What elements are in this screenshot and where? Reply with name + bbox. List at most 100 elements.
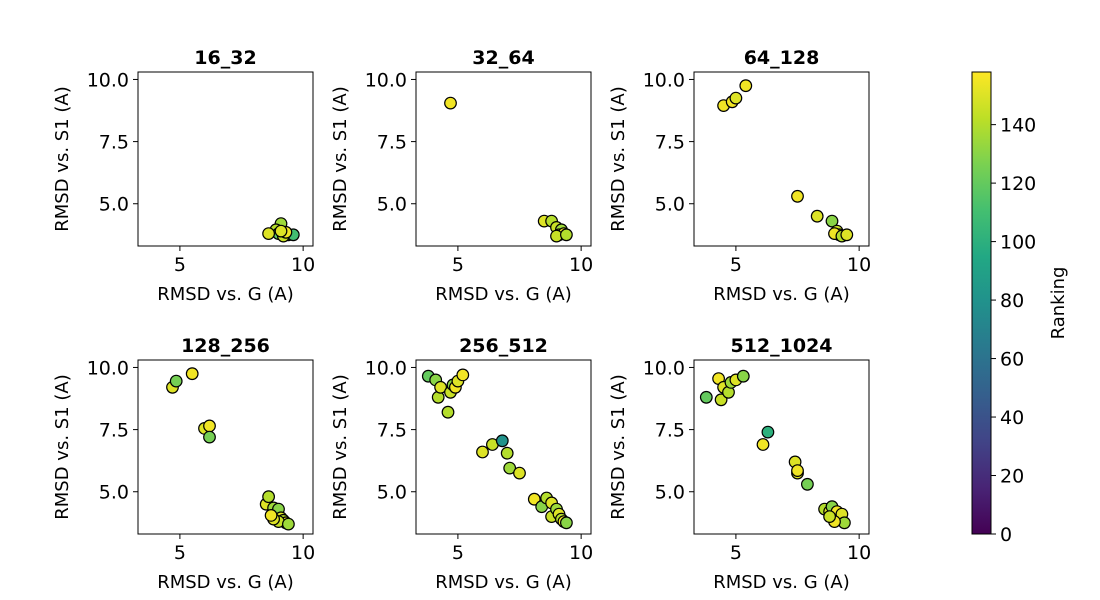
scatter-point — [495, 434, 509, 448]
y-tick-label: 5.0 — [655, 194, 685, 216]
y-tick-label: 10.0 — [643, 357, 685, 379]
y-tick-label: 5.0 — [99, 194, 129, 216]
x-axis-label: RMSD vs. G (A) — [157, 284, 294, 305]
scatter-points — [166, 367, 295, 531]
colorbar-tick-label: 140 — [1000, 115, 1036, 137]
subplot-256_512: 256_512 5 10 5.0 7.5 10.0 RMSD vs. G (A) RMSD v… — [330, 335, 593, 593]
scatter-point — [527, 492, 541, 506]
scatter-point — [840, 228, 854, 242]
scatter-point — [203, 430, 216, 444]
scatter-point — [823, 510, 836, 523]
subplot-title: 16_32 — [194, 47, 256, 69]
scatter-point — [262, 227, 276, 241]
scatter-points — [717, 79, 854, 243]
subplot-title: 512_1024 — [730, 335, 832, 357]
scatter-point — [756, 438, 770, 451]
x-axis-label: RMSD vs. G (A) — [713, 572, 850, 593]
scatter-point — [476, 445, 489, 459]
subplot-title: 32_64 — [472, 47, 534, 69]
x-tick-label: 10 — [847, 542, 871, 564]
y-tick-label: 7.5 — [377, 420, 407, 442]
y-tick-label: 10.0 — [87, 69, 129, 91]
x-axis-label: RMSD vs. G (A) — [435, 572, 572, 593]
x-tick-label: 5 — [452, 542, 464, 564]
colorbar-tick-label: 60 — [1000, 349, 1024, 371]
x-tick-label: 10 — [847, 254, 871, 276]
x-tick-label: 10 — [291, 254, 315, 276]
y-tick-label: 10.0 — [365, 69, 407, 91]
scatter-point — [456, 368, 470, 382]
y-tick-label: 7.5 — [655, 420, 685, 442]
scatter-points — [699, 369, 851, 530]
y-tick-label: 10.0 — [87, 357, 129, 379]
axes-frame — [137, 359, 314, 535]
x-tick-label: 5 — [452, 254, 464, 276]
scatter-point — [810, 209, 824, 223]
y-axis-label: RMSD vs. S1 (A) — [608, 374, 629, 519]
subplot-16_32: 16_32 5 10 5.0 7.5 10.0 RMSD vs. G (A) RMSD vs.… — [52, 47, 315, 305]
scatter-point — [791, 189, 804, 203]
scatter-point — [441, 405, 455, 419]
y-axis-label: RMSD vs. S1 (A) — [608, 86, 629, 231]
x-tick-label: 5 — [730, 254, 742, 276]
x-axis-label: RMSD vs. G (A) — [435, 284, 572, 305]
scatter-point — [282, 517, 295, 531]
subplot-128_256: 128_256 5 10 5.0 7.5 10.0 RMSD vs. G (A) RMSD v… — [52, 335, 315, 593]
colorbar-tick-label: 80 — [1000, 290, 1024, 312]
scatter-points — [444, 96, 573, 243]
y-tick-label: 5.0 — [655, 482, 685, 504]
colorbar-tick-label: 40 — [1000, 407, 1024, 429]
scatter-point — [513, 466, 526, 480]
scatter-point — [444, 96, 457, 110]
axes-frame — [415, 71, 592, 247]
colorbar: 0 20 40 60 80 100 120 140 Ranking — [971, 71, 1069, 546]
scatter-point — [274, 224, 288, 238]
axes-frame — [137, 71, 314, 247]
scatter-point — [169, 374, 183, 388]
colorbar-label: Ranking — [1048, 267, 1069, 340]
subplot-512_1024: 512_1024 5 10 5.0 7.5 10.0 RMSD vs. G (A) RMSD … — [608, 335, 871, 593]
x-tick-label: 5 — [174, 542, 186, 564]
y-axis-label: RMSD vs. S1 (A) — [330, 374, 351, 519]
scatter-point — [262, 490, 276, 504]
scatter-point — [736, 369, 750, 383]
colorbar-tick-label: 100 — [1000, 232, 1036, 254]
colorbar-tick-label: 20 — [1000, 466, 1024, 488]
subplot-64_128: 64_128 5 10 5.0 7.5 10.0 RMSD vs. G (A) RMSD vs… — [608, 47, 871, 305]
scatter-points — [421, 368, 573, 530]
scatter-point — [714, 393, 728, 407]
colorbar-tick-label: 120 — [1000, 173, 1036, 195]
scatter-point — [560, 228, 573, 242]
axes-frame — [693, 359, 870, 535]
y-axis-label: RMSD vs. S1 (A) — [330, 86, 351, 231]
x-tick-label: 5 — [730, 542, 742, 564]
scatter-point — [729, 91, 743, 105]
y-tick-label: 10.0 — [365, 357, 407, 379]
scatter-point — [791, 464, 804, 478]
y-tick-label: 7.5 — [377, 132, 407, 154]
y-axis-label: RMSD vs. S1 (A) — [52, 374, 73, 519]
y-tick-label: 5.0 — [99, 482, 129, 504]
scatter-point — [699, 390, 713, 404]
y-tick-label: 7.5 — [655, 132, 685, 154]
subplot-title: 64_128 — [744, 47, 820, 69]
y-tick-label: 5.0 — [377, 482, 407, 504]
y-tick-label: 7.5 — [99, 420, 129, 442]
colorbar-gradient — [971, 71, 992, 535]
x-axis-label: RMSD vs. G (A) — [157, 572, 294, 593]
scatter-point — [185, 367, 199, 381]
subplot-32_64: 32_64 5 10 5.0 7.5 10.0 RMSD vs. G (A) RMSD vs.… — [330, 47, 593, 305]
y-tick-label: 10.0 — [643, 69, 685, 91]
y-axis-label: RMSD vs. S1 (A) — [52, 86, 73, 231]
scatter-point — [825, 214, 839, 228]
scatter-point — [560, 516, 573, 530]
x-axis-label: RMSD vs. G (A) — [713, 284, 850, 305]
x-tick-label: 10 — [569, 542, 593, 564]
scatter-point — [203, 419, 216, 433]
y-tick-label: 5.0 — [377, 194, 407, 216]
scatter-points — [262, 217, 300, 243]
colorbar-tick-label: 0 — [1000, 524, 1012, 546]
scatter-point — [739, 79, 753, 93]
scatter-point — [503, 461, 517, 475]
